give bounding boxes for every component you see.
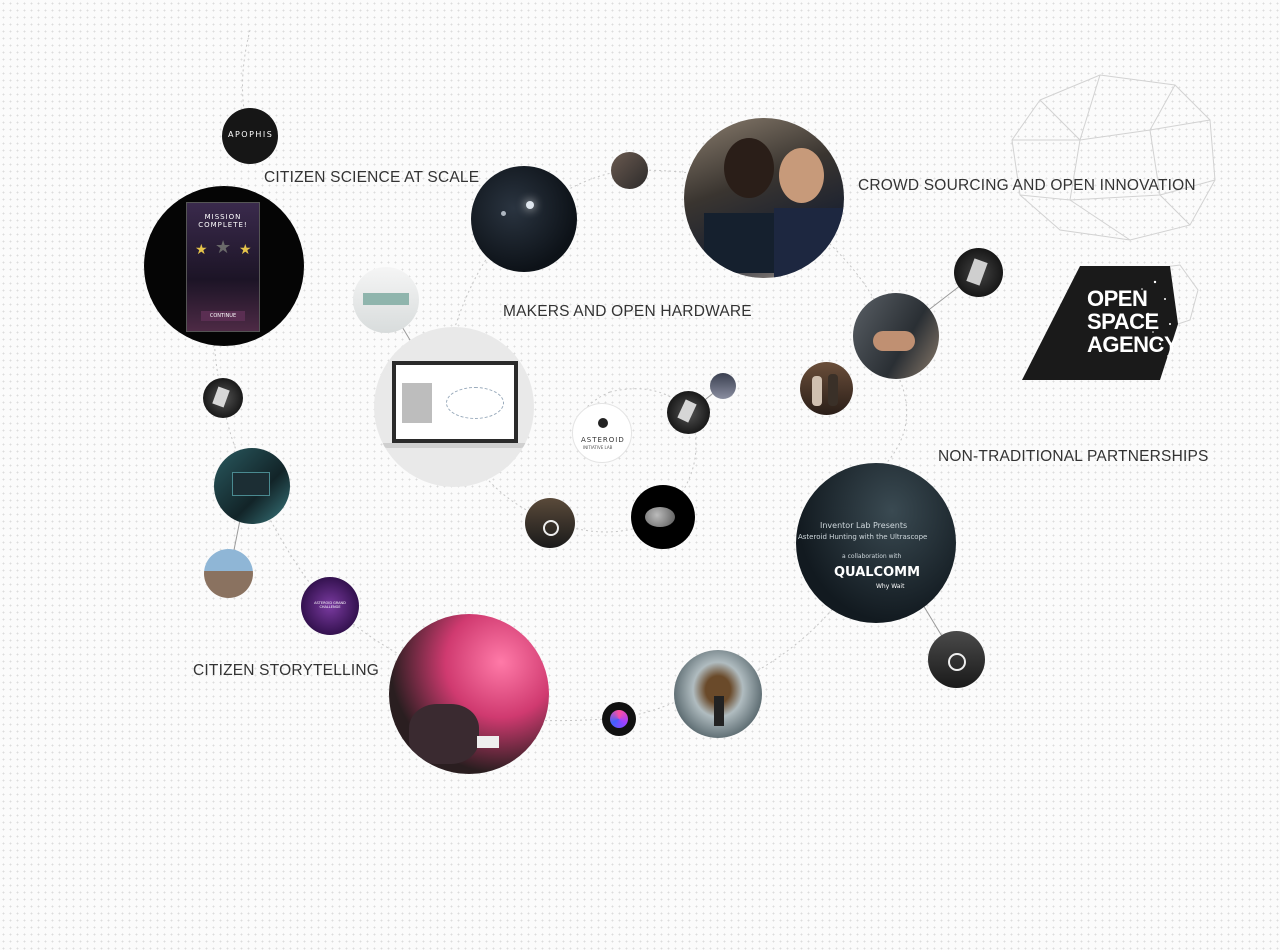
open-space-agency-logo[interactable] [1020, 264, 1180, 382]
mission-title: MISSION COMPLETE! [198, 213, 248, 229]
star-icon: ★ [215, 237, 232, 257]
circuit-board-photo[interactable] [214, 448, 290, 524]
hands-device-photo[interactable] [853, 293, 939, 379]
logo-line-open: OPEN [1087, 286, 1148, 311]
logo-line-space: SPACE [1087, 309, 1159, 334]
sparkle-logo-node[interactable] [602, 702, 636, 736]
apophis-logo-text: APOPHIS [228, 130, 274, 139]
qualcomm-line1: Inventor Lab Presents [820, 521, 908, 530]
label-crowd-sourcing[interactable]: CROWD SOURCING AND OPEN INNOVATION [858, 177, 1196, 194]
group-photo[interactable] [800, 362, 853, 415]
students-photo[interactable] [525, 498, 575, 548]
asteroid-text: ASTEROID [581, 436, 625, 444]
qualcomm-line2: Asteroid Hunting with the Ultrascope [798, 533, 928, 541]
team-photo[interactable] [928, 631, 985, 688]
collaboration-photo[interactable] [684, 118, 844, 278]
laptop-site-node[interactable] [374, 327, 534, 487]
apophis-logo-node[interactable]: APOPHIS [222, 108, 278, 164]
workspace-render[interactable] [353, 267, 419, 333]
logo-line-agency: AGENCY [1087, 332, 1179, 357]
continue-button[interactable]: CONTINUE [201, 311, 245, 321]
qualcomm-video-node[interactable]: Inventor Lab Presents Asteroid Hunting w… [796, 463, 956, 623]
star-icon: ★ [195, 241, 208, 257]
qualcomm-brand: QUALCOMM [834, 565, 921, 580]
asteroid-subtext: INITIATIVE LAB [583, 445, 613, 450]
label-citizen-science[interactable]: CITIZEN SCIENCE AT SCALE [264, 169, 480, 186]
label-partnerships[interactable]: NON-TRADITIONAL PARTNERSHIPS [938, 448, 1209, 465]
mission-complete-node[interactable]: MISSION COMPLETE! ★ ★ ★ CONTINUE [144, 186, 304, 346]
label-makers[interactable]: MAKERS AND OPEN HARDWARE [503, 303, 752, 320]
phone-screen: MISSION COMPLETE! ★ ★ ★ CONTINUE [186, 202, 260, 332]
qualcomm-tagline: Why Wait [876, 583, 905, 590]
audience-cap-photo[interactable] [389, 614, 549, 774]
dark-event-photo[interactable] [471, 166, 577, 272]
small-screen-photo[interactable] [710, 373, 736, 399]
astronaut-node[interactable] [667, 391, 710, 434]
asteroid-program-badge[interactable]: ASTEROID GRAND CHALLENGE [301, 577, 359, 635]
building-photo[interactable] [204, 549, 253, 598]
asteroid-photo[interactable] [631, 485, 695, 549]
asteroid-initiative-node[interactable]: ASTEROID INITIATIVE LAB [572, 403, 632, 463]
qualcomm-line3: a collaboration with [842, 553, 902, 560]
hardware-prototype-photo[interactable] [954, 248, 1003, 297]
rover-node[interactable] [203, 378, 243, 418]
label-storytelling[interactable]: CITIZEN STORYTELLING [193, 662, 380, 679]
small-workshop-photo[interactable] [611, 152, 648, 189]
laptop-screen [392, 361, 518, 445]
program-badge-text: ASTEROID GRAND CHALLENGE [314, 601, 346, 609]
star-icon: ★ [239, 241, 252, 257]
tunnel-photo[interactable] [674, 650, 762, 738]
